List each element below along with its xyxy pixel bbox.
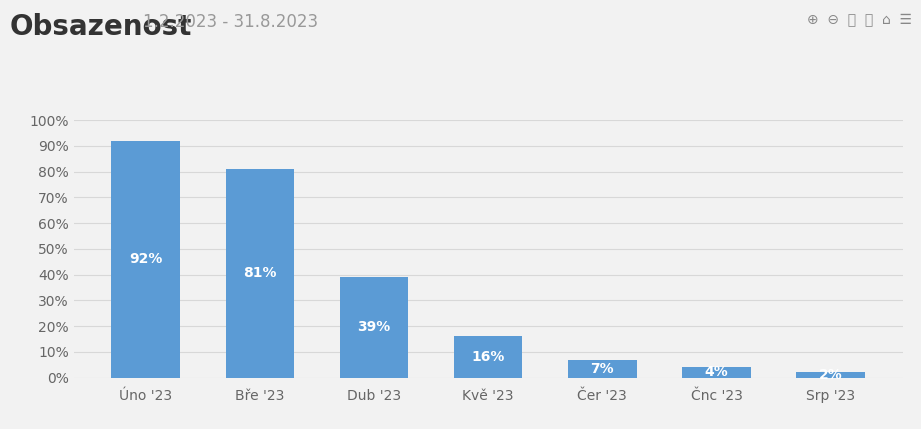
Text: ⊕  ⊖  🔍  ✋  ⌂  ☰: ⊕ ⊖ 🔍 ✋ ⌂ ☰	[807, 13, 912, 27]
Bar	[454, 336, 522, 378]
Text: 1.2.2023 - 31.8.2023: 1.2.2023 - 31.8.2023	[143, 13, 318, 31]
Bar	[797, 372, 865, 378]
Text: 16%: 16%	[472, 350, 505, 364]
Text: 2%: 2%	[819, 368, 843, 382]
Text: 4%: 4%	[705, 366, 729, 379]
Text: 39%: 39%	[357, 320, 391, 334]
Text: 7%: 7%	[590, 362, 614, 375]
Text: Obsazenost: Obsazenost	[9, 13, 192, 41]
Bar	[568, 360, 636, 378]
Bar	[682, 367, 751, 378]
Bar	[340, 277, 408, 378]
Text: 81%: 81%	[243, 266, 276, 280]
Bar	[111, 141, 180, 378]
Bar	[226, 169, 294, 378]
Text: 92%: 92%	[129, 252, 162, 266]
